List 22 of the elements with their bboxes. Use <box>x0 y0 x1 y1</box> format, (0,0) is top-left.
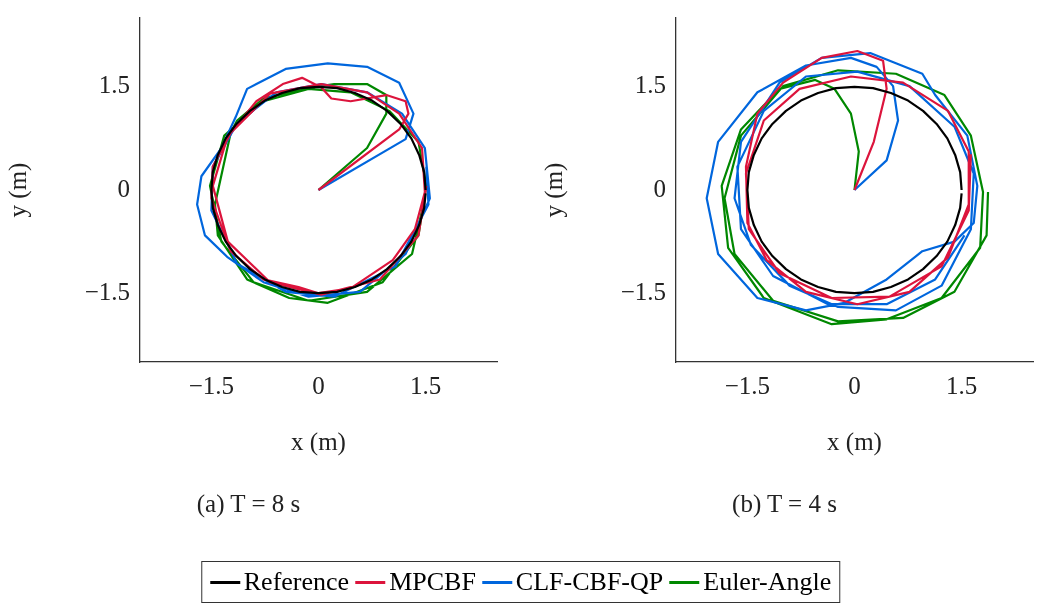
y-tick-label: 0 <box>653 174 666 202</box>
x-tick-label: −1.5 <box>188 371 235 399</box>
y-tick-label: 1.5 <box>634 71 666 99</box>
legend-label: Euler-Angle <box>703 567 832 597</box>
x-axis-title: x (m) <box>827 427 882 456</box>
x-tick-label: −1.5 <box>724 371 771 399</box>
x-tick-label: 1.5 <box>945 371 978 399</box>
legend-label: CLF-CBF-QP <box>515 567 664 597</box>
y-axis-title: y (m) <box>539 162 568 218</box>
x-tick-label: 0 <box>312 371 325 399</box>
y-axis-title: y (m) <box>3 162 32 218</box>
y-tick-label: −1.5 <box>620 277 666 305</box>
y-tick-label: 1.5 <box>98 71 130 99</box>
x-tick-label: 1.5 <box>409 371 442 399</box>
legend-label: MPCBF <box>389 567 476 597</box>
legend-label: Reference <box>243 567 350 597</box>
x-tick-label: 0 <box>848 371 861 399</box>
text: (a) T = 8 s <box>196 489 301 518</box>
text: (b) T = 4 s <box>732 489 837 518</box>
y-tick-label: 0 <box>117 174 130 202</box>
y-tick-label: −1.5 <box>84 277 130 305</box>
x-axis-title: x (m) <box>291 427 346 456</box>
